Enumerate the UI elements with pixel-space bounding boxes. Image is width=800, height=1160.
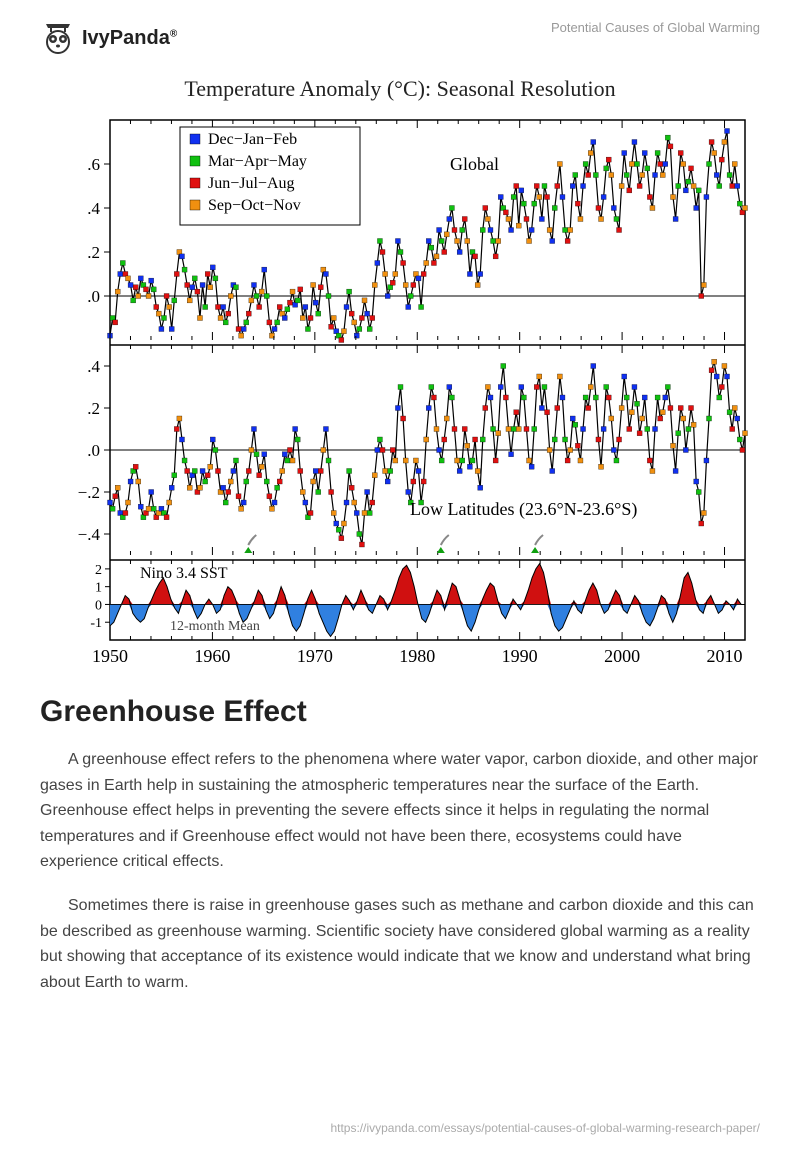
svg-text:Sep−Oct−Nov: Sep−Oct−Nov xyxy=(208,197,301,214)
chart-title: Temperature Anomaly (°C): Seasonal Resol… xyxy=(40,76,760,102)
svg-text:.0: .0 xyxy=(87,441,100,460)
svg-text:.4: .4 xyxy=(87,199,100,218)
svg-text:1970: 1970 xyxy=(297,646,333,666)
logo-icon xyxy=(40,20,76,56)
svg-text:Global: Global xyxy=(450,154,499,174)
svg-text:.6: .6 xyxy=(87,155,100,174)
svg-text:Jun−Jul−Aug: Jun−Jul−Aug xyxy=(208,175,295,192)
svg-text:Low Latitudes (23.6°N-23.6°S): Low Latitudes (23.6°N-23.6°S) xyxy=(410,499,637,520)
svg-text:1950: 1950 xyxy=(92,646,128,666)
svg-text:Dec−Jan−Feb: Dec−Jan−Feb xyxy=(208,131,297,148)
paragraph-2: Sometimes there is raise in greenhouse g… xyxy=(40,893,760,995)
page-label: Potential Causes of Global Warming xyxy=(551,20,760,35)
svg-text:.4: .4 xyxy=(87,357,100,376)
logo-text: IvyPanda® xyxy=(82,27,177,50)
page-header: IvyPanda® Potential Causes of Global War… xyxy=(40,20,760,56)
footer-url: https://ivypanda.com/essays/potential-ca… xyxy=(330,1121,760,1135)
svg-text:Mar−Apr−May: Mar−Apr−May xyxy=(208,153,307,170)
chart-container: Temperature Anomaly (°C): Seasonal Resol… xyxy=(40,76,760,670)
svg-text:2: 2 xyxy=(95,563,102,578)
svg-text:2010: 2010 xyxy=(707,646,743,666)
svg-text:.0: .0 xyxy=(87,287,100,306)
svg-text:2000: 2000 xyxy=(604,646,640,666)
svg-text:-1: -1 xyxy=(90,616,102,631)
svg-text:12-month Mean: 12-month Mean xyxy=(170,619,260,634)
section-heading: Greenhouse Effect xyxy=(40,695,760,729)
temperature-anomaly-chart: .0 .2 .4 .6 Global −.4 −.2 .0 .2 .4 Low Latitudes … xyxy=(40,110,760,670)
paragraph-1: A greenhouse effect refers to the phenom… xyxy=(40,747,760,875)
svg-text:1990: 1990 xyxy=(502,646,538,666)
svg-text:.2: .2 xyxy=(87,243,100,262)
svg-text:1: 1 xyxy=(95,581,102,596)
svg-text:−.2: −.2 xyxy=(78,483,100,502)
svg-text:0: 0 xyxy=(95,598,102,613)
svg-text:1980: 1980 xyxy=(399,646,435,666)
svg-text:1960: 1960 xyxy=(194,646,230,666)
svg-text:Nino 3.4 SST: Nino 3.4 SST xyxy=(140,565,228,582)
svg-text:.2: .2 xyxy=(87,399,100,418)
logo: IvyPanda® xyxy=(40,20,177,56)
svg-text:−.4: −.4 xyxy=(78,525,101,544)
